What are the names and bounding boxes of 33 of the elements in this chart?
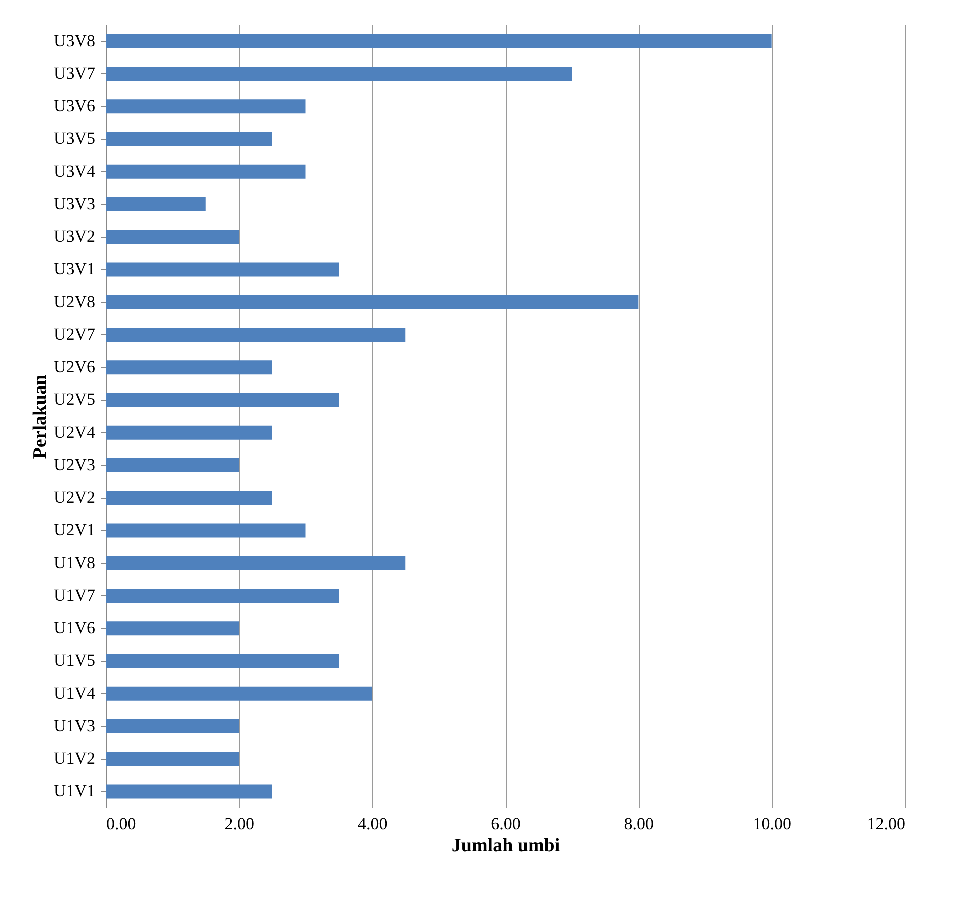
y-tick-label: U1V7 [54,586,96,605]
y-tick-label: U3V8 [54,31,96,50]
y-tick-label: U1V2 [54,749,96,768]
y-tick-label: U2V1 [54,520,96,540]
x-tick-label: 10.00 [753,814,792,834]
y-tick-label: U2V4 [54,422,96,442]
y-axis-title: Perlakuan [30,374,51,460]
x-tick-label: 0.00 [106,814,136,834]
x-tick-label: 2.00 [224,814,255,834]
y-tick-label: U3V1 [54,260,96,279]
x-tick-label: 12.00 [867,814,906,834]
y-tick-label: U3V2 [54,227,96,246]
y-tick-label: U3V6 [54,96,96,116]
y-tick-label: U3V4 [54,162,96,181]
y-tick-label: U3V3 [54,194,96,214]
y-tick-label: U1V5 [54,651,96,670]
y-tick-label: U3V7 [54,64,96,83]
x-axis-title: Jumlah umbi [452,836,560,856]
y-tick-label: U1V1 [54,782,96,801]
y-tick-label: U3V5 [54,129,96,148]
y-tick-label: U2V2 [54,488,96,508]
y-tick-label: U1V3 [54,716,96,736]
y-tick-label: U2V3 [54,455,96,474]
x-tick-label: 8.00 [624,814,654,834]
x-tick-label: 4.00 [358,814,388,834]
y-tick-label: U2V6 [54,358,96,377]
y-tick-label: U2V5 [54,390,96,410]
y-tick-label: U1V8 [54,553,96,572]
x-tick-label: 6.00 [491,814,521,834]
y-tick-label: U2V7 [54,324,96,344]
y-tick-label: U1V4 [54,684,96,703]
y-tick-label: U1V6 [54,618,96,638]
y-tick-label: U2V8 [54,292,96,312]
